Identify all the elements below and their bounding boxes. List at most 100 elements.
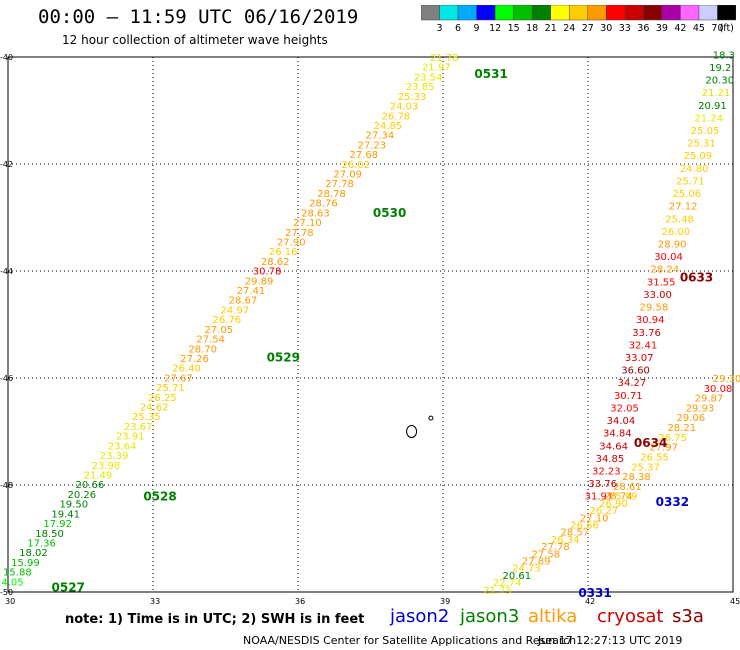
wave-height-value: 21.75 <box>483 585 512 596</box>
page-title: 00:00 – 11:59 UTC 06/16/2019 <box>38 6 359 28</box>
wave-height-value: 33.00 <box>643 290 672 301</box>
wave-height-value: 30.78 <box>253 267 282 278</box>
wave-height-value: 32.05 <box>610 403 639 414</box>
color-legend-label: 18 <box>526 23 539 34</box>
wave-height-value: 25.06 <box>672 189 701 200</box>
color-swatch <box>568 5 589 21</box>
wave-height-value: 27.23 <box>358 140 387 151</box>
wave-height-value: 23.54 <box>414 72 443 83</box>
y-tick-label: -50 <box>0 588 13 597</box>
x-tick-label: 42 <box>585 597 595 606</box>
color-swatch <box>550 5 570 21</box>
color-swatch <box>494 5 514 21</box>
wave-height-value: 17.36 <box>27 538 56 549</box>
wave-height-value: 25.09 <box>683 151 712 162</box>
wave-height-value: 24.03 <box>390 102 419 113</box>
color-legend-label: 6 <box>455 23 462 34</box>
wave-height-value: 27.78 <box>325 179 354 190</box>
color-swatch <box>513 5 533 21</box>
wave-height-value: 26.78 <box>382 111 411 122</box>
color-legend-bar <box>421 5 736 21</box>
color-swatch <box>606 5 626 21</box>
color-legend-label: 36 <box>637 23 650 34</box>
wave-height-value: 34.85 <box>596 454 625 465</box>
wave-height-value: 24.97 <box>221 305 250 316</box>
wave-height-value: 23.98 <box>92 461 121 472</box>
color-legend-label: 33 <box>618 23 631 34</box>
color-legend-label: 21 <box>544 23 557 34</box>
color-legend-label: 70 <box>711 23 724 34</box>
footer-credit: NOAA/NESDIS Center for Satellite Applica… <box>243 634 577 647</box>
wave-height-value: 25.48 <box>665 214 694 225</box>
satellite-legend-altika: altika <box>528 606 578 627</box>
satellite-legend-cryosat: cryosat <box>597 606 664 627</box>
wave-height-value: 20.30 <box>705 76 734 87</box>
color-legend-label: 15 <box>507 23 520 34</box>
wave-height-value: 27.10 <box>580 513 609 524</box>
color-swatch <box>680 5 700 21</box>
color-legend-label: 12 <box>489 23 502 34</box>
x-tick-label: 30 <box>5 597 15 606</box>
wave-height-value: 27.67 <box>164 373 193 384</box>
y-tick-label: -48 <box>0 481 13 490</box>
wave-height-value: 33.07 <box>625 353 654 364</box>
wave-height-value: 32.41 <box>629 340 658 351</box>
wave-height-value: 28.74 <box>604 492 633 503</box>
x-tick-label: 36 <box>295 597 305 606</box>
satellite-legend-s3a: s3a <box>672 606 704 627</box>
wave-height-value: 26.34 <box>551 535 580 546</box>
wave-height-value: 27.09 <box>333 170 362 181</box>
color-swatch <box>457 5 477 21</box>
pass-time-label: 0529 <box>267 351 300 365</box>
wave-height-value: 23.67 <box>124 422 153 433</box>
units-note: note: 1) Time is in UTC; 2) SWH is in fe… <box>65 612 365 627</box>
satellite-legend-jason2: jason2 <box>390 606 450 627</box>
wave-height-value: 25.71 <box>156 383 185 394</box>
wave-height-value: 27.90 <box>277 237 306 248</box>
wave-height-value: 19.41 <box>51 509 80 520</box>
wave-height-value: 26.75 <box>658 433 687 444</box>
footer-timestamp: Jun 17 12:27:13 UTC 2019 <box>538 634 683 647</box>
map-frame <box>7 56 734 593</box>
wave-height-value: 19.2 <box>709 63 731 74</box>
pass-time-label: 0634 <box>634 436 667 450</box>
wave-height-value: 23.64 <box>108 441 137 452</box>
color-legend-label: 3 <box>436 23 443 34</box>
wave-height-value: 25.37 <box>631 462 660 473</box>
wave-height-value: 26.25 <box>148 393 177 404</box>
color-legend-label: 45 <box>692 23 705 34</box>
pass-time-label: 0331 <box>578 586 611 600</box>
wave-height-value: 23.85 <box>406 82 435 93</box>
x-tick-label: 45 <box>730 597 740 606</box>
wave-height-value: 26.55 <box>640 452 669 463</box>
wave-height-value: 21.49 <box>84 470 113 481</box>
x-tick-label: 39 <box>440 597 450 606</box>
wave-height-value: 28.78 <box>317 189 346 200</box>
satellite-legend-jason3: jason3 <box>460 606 520 627</box>
wave-height-value: 34.64 <box>599 441 628 452</box>
wave-height-value: 28.76 <box>309 199 338 210</box>
y-tick-label: -44 <box>0 267 13 276</box>
wave-height-value: 20.61 <box>503 571 532 582</box>
wave-height-value: 24.62 <box>140 403 169 414</box>
wave-height-value: 24.73 <box>512 564 541 575</box>
pass-time-label: 0527 <box>52 581 85 595</box>
wave-height-value: 27.10 <box>293 218 322 229</box>
wave-height-value: 20.26 <box>68 490 97 501</box>
wave-height-value: 27.12 <box>669 202 698 213</box>
wave-height-value: 28.70 <box>188 344 217 355</box>
pass-time-label: 0528 <box>143 490 176 504</box>
wave-height-value: 31.55 <box>647 277 676 288</box>
island-outline <box>406 425 418 438</box>
wave-height-value: 27.05 <box>204 325 233 336</box>
color-swatch <box>717 5 736 21</box>
color-swatch <box>698 5 718 21</box>
wave-height-value: 25.71 <box>676 176 705 187</box>
page-subtitle: 12 hour collection of altimeter wave hei… <box>62 33 328 47</box>
wave-height-value: 28.21 <box>667 423 696 434</box>
wave-height-value: 28.38 <box>622 472 651 483</box>
wave-height-value: 27.41 <box>237 286 266 297</box>
wave-height-value: 28.62 <box>261 257 290 268</box>
islet-outline <box>428 415 434 421</box>
